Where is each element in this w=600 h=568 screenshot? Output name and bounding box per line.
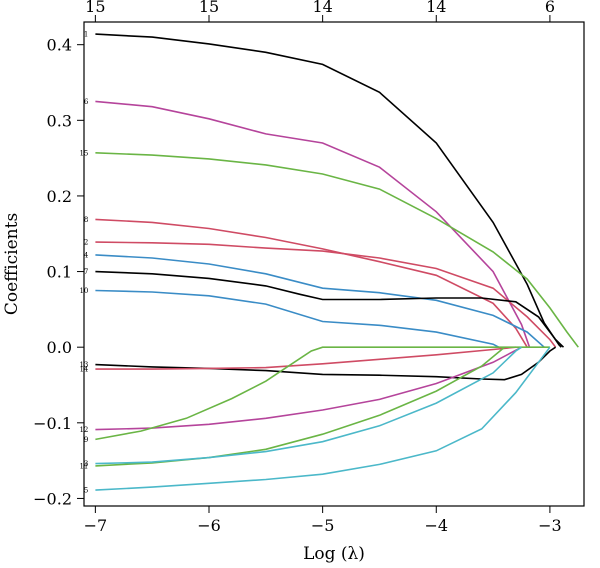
top-tick-label: 15 [199, 0, 219, 16]
series-label-7: 7 [84, 268, 88, 276]
coefficient-path-12 [95, 346, 522, 431]
coefficient-path-15 [95, 152, 579, 348]
coefficient-path-3 [95, 346, 522, 465]
x-tick-label: −3 [538, 516, 562, 535]
y-tick-label: 0.1 [47, 263, 72, 282]
coefficient-path-14 [95, 346, 516, 370]
series-label-9: 9 [84, 436, 88, 444]
y-axis-title: Coefficients [2, 213, 22, 315]
series-label-3: 3 [84, 460, 88, 468]
top-tick-label: 14 [426, 0, 446, 16]
series-label-1: 1 [84, 31, 88, 39]
top-tick-label: 14 [312, 0, 332, 16]
y-tick-label: 0.4 [47, 36, 72, 55]
coefficient-path-10 [95, 289, 500, 348]
series-label-10: 10 [79, 287, 88, 295]
coefficient-path-5 [95, 346, 551, 491]
series-label-2: 2 [84, 239, 88, 247]
series-label-12: 12 [79, 426, 88, 434]
coefficient-path-2 [95, 241, 557, 348]
x-tick-label: −4 [424, 516, 448, 535]
y-tick-label: 0.0 [47, 338, 72, 357]
y-tick-label: 0.3 [47, 111, 72, 130]
x-tick-label: −7 [84, 516, 108, 535]
series-label-4: 4 [84, 251, 89, 259]
x-tick-label: −5 [311, 516, 335, 535]
plot-frame [83, 21, 585, 507]
x-tick-label: −6 [197, 516, 221, 535]
series-label-5: 5 [84, 487, 88, 495]
top-tick-label: 6 [545, 0, 555, 16]
coefficient-path-4 [95, 254, 545, 348]
series-label-13: 13 [79, 361, 88, 369]
coefficient-path-9 [95, 346, 550, 441]
series-label-8: 8 [84, 216, 88, 224]
x-axis: −7 −6 −5 −4 −3 [84, 506, 562, 535]
series-label-11: 11 [79, 462, 88, 470]
series-label-15: 15 [79, 149, 88, 157]
x-axis-title: Log (λ) [303, 544, 365, 564]
coefficient-paths [95, 33, 579, 491]
y-tick-label: −0.1 [33, 414, 72, 433]
series-label-6: 6 [84, 98, 89, 106]
y-tick-label: −0.2 [33, 489, 72, 508]
series-label-14: 14 [79, 366, 88, 374]
top-axis: 15 15 14 14 6 [85, 0, 555, 22]
top-tick-label: 15 [85, 0, 105, 16]
y-axis: −0.2 −0.1 0.0 0.1 0.2 0.3 0.4 [33, 36, 84, 508]
coefficient-path-7 [95, 270, 565, 348]
coefficient-path-6 [95, 100, 531, 348]
y-tick-label: 0.2 [47, 187, 72, 206]
